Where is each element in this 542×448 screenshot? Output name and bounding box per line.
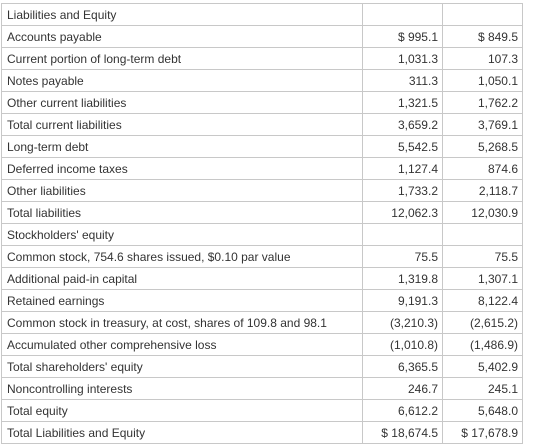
row-label: Common stock, 754.6 shares issued, $0.10… (1, 245, 363, 268)
row-label: Noncontrolling interests (1, 377, 363, 400)
value-current: 1,733.2 (362, 179, 443, 202)
value-prior: 5,268.5 (442, 135, 523, 158)
value-current: 1,031.3 (362, 47, 443, 70)
row-label: Accounts payable (1, 25, 363, 48)
table-row: Other liabilities 1,733.2 2,118.7 (1, 179, 523, 202)
value-prior: 107.3 (442, 47, 523, 70)
row-label: Notes payable (1, 69, 363, 92)
table-row: Common stock in treasury, at cost, share… (1, 311, 523, 334)
value-prior: 5,648.0 (442, 399, 523, 422)
table-row: Total liabilities 12,062.3 12,030.9 (1, 201, 523, 224)
row-label: Other liabilities (1, 179, 363, 202)
value-current: $ 18,674.5 (362, 421, 443, 444)
balance-sheet-table-wrapper: Liabilities and Equity Accounts payable $… (1, 3, 523, 444)
table-row: Current portion of long-term debt 1,031.3… (1, 47, 523, 70)
table-row: Additional paid-in capital 1,319.8 1,307.1 (1, 267, 523, 290)
table-row: Total current liabilities 3,659.2 3,769.1 (1, 113, 523, 136)
row-label: Total Liabilities and Equity (1, 421, 363, 444)
table-row: Retained earnings 9,191.3 8,122.4 (1, 289, 523, 312)
value-prior: $ 849.5 (442, 25, 523, 48)
value-current: 75.5 (362, 245, 443, 268)
value-prior (442, 3, 523, 26)
row-label: Accumulated other comprehensive loss (1, 333, 363, 356)
value-current: 9,191.3 (362, 289, 443, 312)
value-prior: $ 17,678.9 (442, 421, 523, 444)
value-prior: 75.5 (442, 245, 523, 268)
table-row: Accounts payable $ 995.1 $ 849.5 (1, 25, 523, 48)
table-row: Noncontrolling interests 246.7 245.1 (1, 377, 523, 400)
row-label: Additional paid-in capital (1, 267, 363, 290)
value-prior: 1,050.1 (442, 69, 523, 92)
value-prior: 874.6 (442, 157, 523, 180)
value-prior: (1,486.9) (442, 333, 523, 356)
value-prior: 1,762.2 (442, 91, 523, 114)
table-row: Total equity 6,612.2 5,648.0 (1, 399, 523, 422)
row-label: Retained earnings (1, 289, 363, 312)
table-row: Stockholders' equity (1, 223, 523, 246)
row-label: Total current liabilities (1, 113, 363, 136)
row-label: Other current liabilities (1, 91, 363, 114)
table-row: Total shareholders' equity 6,365.5 5,402.9 (1, 355, 523, 378)
row-label: Stockholders' equity (1, 223, 363, 246)
value-prior: 245.1 (442, 377, 523, 400)
row-label: Long-term debt (1, 135, 363, 158)
row-label: Total shareholders' equity (1, 355, 363, 378)
value-current: 1,319.8 (362, 267, 443, 290)
value-current: $ 995.1 (362, 25, 443, 48)
row-label: Total equity (1, 399, 363, 422)
value-current: 311.3 (362, 69, 443, 92)
value-prior: (2,615.2) (442, 311, 523, 334)
value-current: 6,365.5 (362, 355, 443, 378)
table-row: Accumulated other comprehensive loss (1,0… (1, 333, 523, 356)
table-row: Notes payable 311.3 1,050.1 (1, 69, 523, 92)
value-prior: 2,118.7 (442, 179, 523, 202)
table-row: Long-term debt 5,542.5 5,268.5 (1, 135, 523, 158)
value-prior: 3,769.1 (442, 113, 523, 136)
table-row: Total Liabilities and Equity $ 18,674.5 $ … (1, 421, 523, 444)
value-prior: 8,122.4 (442, 289, 523, 312)
table-row: Common stock, 754.6 shares issued, $0.10… (1, 245, 523, 268)
table-row: Other current liabilities 1,321.5 1,762.2 (1, 91, 523, 114)
table-row: Deferred income taxes 1,127.4 874.6 (1, 157, 523, 180)
value-current (362, 223, 443, 246)
value-prior: 12,030.9 (442, 201, 523, 224)
value-current: 246.7 (362, 377, 443, 400)
row-label: Current portion of long-term debt (1, 47, 363, 70)
row-label: Common stock in treasury, at cost, share… (1, 311, 363, 334)
value-current: 3,659.2 (362, 113, 443, 136)
row-label: Liabilities and Equity (1, 3, 363, 26)
value-prior: 1,307.1 (442, 267, 523, 290)
table-row: Liabilities and Equity (1, 3, 523, 26)
value-prior: 5,402.9 (442, 355, 523, 378)
row-label: Total liabilities (1, 201, 363, 224)
value-current: 1,321.5 (362, 91, 443, 114)
value-current: (3,210.3) (362, 311, 443, 334)
value-current: 5,542.5 (362, 135, 443, 158)
value-current: (1,010.8) (362, 333, 443, 356)
balance-sheet-table: Liabilities and Equity Accounts payable $… (1, 3, 523, 444)
row-label: Deferred income taxes (1, 157, 363, 180)
balance-sheet-body: Liabilities and Equity Accounts payable $… (1, 3, 523, 444)
value-current: 1,127.4 (362, 157, 443, 180)
value-current (362, 3, 443, 26)
value-prior (442, 223, 523, 246)
value-current: 6,612.2 (362, 399, 443, 422)
value-current: 12,062.3 (362, 201, 443, 224)
